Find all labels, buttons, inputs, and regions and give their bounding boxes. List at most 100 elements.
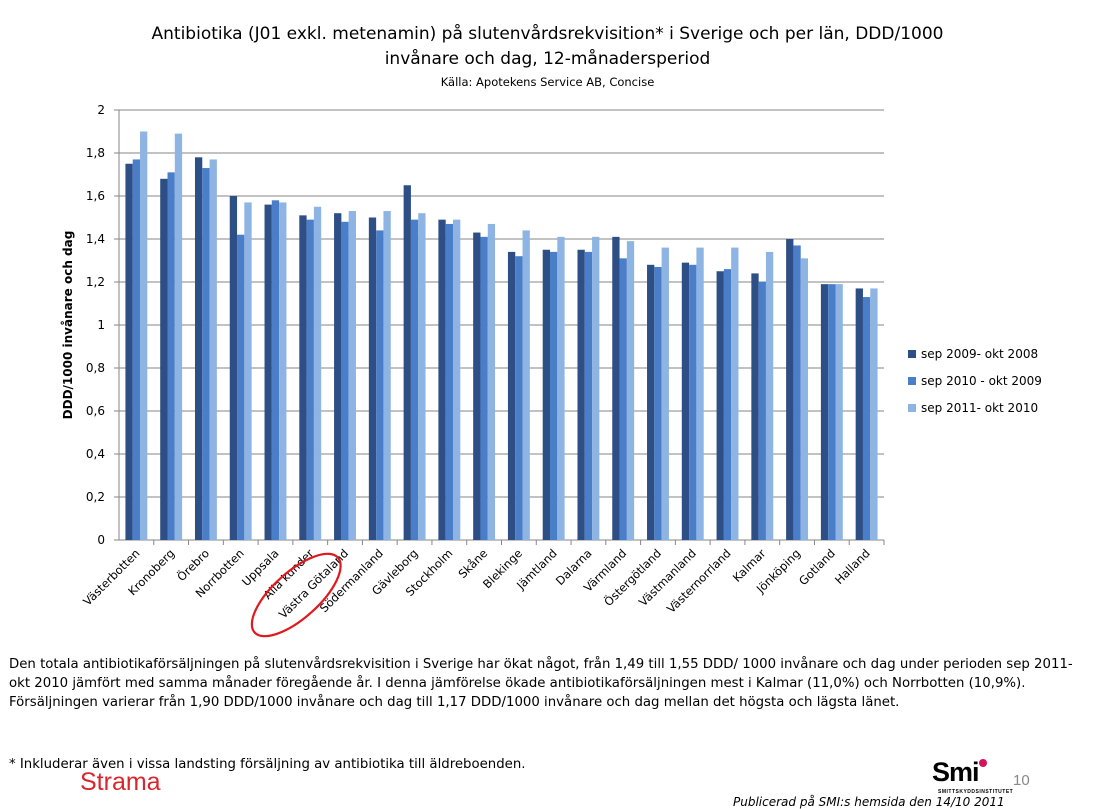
bar — [793, 245, 801, 540]
bar — [647, 264, 655, 540]
bar — [229, 196, 238, 540]
strama-logo: Strama — [80, 768, 161, 796]
smi-logo: Smi — [932, 757, 980, 787]
bar — [870, 288, 878, 540]
published-note: Publicerad på SMI:s hemsida den 14/10 20… — [733, 795, 1005, 809]
bar — [299, 215, 307, 540]
bar — [264, 204, 272, 540]
bar — [403, 185, 411, 540]
footnote: * Inkluderar även i vissa landsting förs… — [9, 757, 526, 772]
bar — [654, 266, 662, 540]
bar — [160, 178, 168, 541]
bar — [410, 219, 419, 540]
bar — [661, 247, 669, 540]
bar — [271, 200, 280, 541]
bar — [584, 251, 593, 540]
bar — [828, 284, 836, 540]
bar — [174, 133, 183, 540]
x-tick-label: Halland — [832, 546, 873, 587]
bar-chart: 0 0,2 0,4 0,6 0,8 1 1,2 1,4 1,6 1,8 2 DDD/1000 invå… — [61, 103, 885, 638]
bar — [786, 239, 794, 540]
legend-swatch-1 — [908, 349, 916, 358]
bar — [515, 256, 523, 540]
bar — [473, 232, 481, 541]
bar — [862, 297, 871, 540]
y-tick-label: 0 — [97, 533, 105, 547]
bar — [452, 219, 461, 540]
body-paragraph-2: Försäljningen varierar från 1,90 DDD/100… — [9, 695, 900, 710]
bar — [480, 236, 488, 540]
bar — [758, 282, 766, 540]
bar — [716, 271, 724, 540]
highlight-ellipse — [250, 552, 342, 638]
bar — [696, 247, 704, 540]
legend-label-2: sep 2010 - okt 2009 — [921, 373, 1042, 388]
y-tick-label: 1,8 — [86, 146, 105, 160]
bar — [313, 206, 322, 540]
bar — [820, 284, 829, 540]
bar — [167, 172, 175, 540]
bar — [418, 213, 426, 540]
bar — [751, 273, 759, 540]
bar — [619, 258, 627, 540]
bar — [522, 230, 530, 540]
title-line-1: Antibiotika (J01 exkl. metenamin) på slu… — [151, 24, 944, 44]
legend-label-1: sep 2009- okt 2008 — [921, 346, 1039, 361]
legend-item-series-2: sep 2010 - okt 2009 — [908, 367, 1042, 394]
chart-source: Källa: Apotekens Service AB, Concise — [440, 75, 655, 89]
legend-swatch-2 — [908, 376, 916, 385]
legend-item-series-1: sep 2009- okt 2008 — [908, 340, 1042, 367]
y-tick-label: 0,2 — [86, 490, 105, 504]
bar — [368, 217, 377, 540]
bar — [681, 262, 690, 540]
bar — [348, 211, 356, 541]
bar — [244, 202, 252, 540]
bar — [279, 202, 287, 540]
bar — [731, 247, 739, 540]
y-tick-label: 0,4 — [86, 447, 105, 461]
bar — [835, 284, 843, 540]
bar — [542, 249, 551, 540]
bar — [626, 241, 635, 540]
y-tick-label: 0,8 — [86, 361, 105, 375]
bar — [194, 157, 203, 541]
bar — [209, 159, 217, 540]
smi-logo-dot-icon — [979, 759, 987, 767]
bar — [438, 219, 446, 540]
y-axis-label: DDD/1000 invånare och dag — [61, 231, 75, 420]
body-paragraph-1: Den totala antibiotikaförsäljningen på s… — [9, 657, 1073, 691]
smi-logo-subtitle: SMITTSKYDDSINSTITUTET — [938, 789, 1014, 795]
bar — [341, 221, 349, 541]
chart-legend: sep 2009- okt 2008 sep 2010 - okt 2009 s… — [908, 340, 1042, 421]
y-tick-label: 1 — [97, 318, 105, 332]
bar — [334, 213, 342, 540]
bar — [202, 168, 210, 541]
y-tick-label: 1,6 — [86, 189, 105, 203]
bar — [550, 251, 558, 540]
legend-label-3: sep 2011- okt 2010 — [921, 400, 1039, 415]
y-tick-label: 2 — [97, 103, 105, 117]
bar — [800, 258, 809, 540]
bar — [557, 236, 565, 540]
legend-swatch-3 — [908, 403, 916, 412]
x-tick-label: Gotland — [796, 546, 838, 588]
bar — [592, 236, 600, 540]
bar — [855, 288, 863, 540]
bar — [376, 230, 384, 540]
x-tick-label: Västerbotten — [80, 546, 142, 608]
y-tick-label: 0,6 — [86, 404, 105, 418]
bar — [487, 223, 496, 540]
bar — [689, 264, 697, 540]
bar — [612, 236, 620, 540]
legend-item-series-3: sep 2011- okt 2010 — [908, 394, 1042, 421]
y-tick-label: 1,4 — [86, 232, 105, 246]
bar — [125, 163, 133, 540]
bar — [383, 211, 391, 541]
bar — [306, 219, 314, 540]
bar — [237, 234, 245, 540]
bar — [507, 251, 516, 540]
bar — [132, 159, 141, 540]
bar — [577, 249, 585, 540]
title-line-2: invånare och dag, 12-månadersperiod — [384, 49, 711, 69]
bar — [765, 251, 774, 540]
